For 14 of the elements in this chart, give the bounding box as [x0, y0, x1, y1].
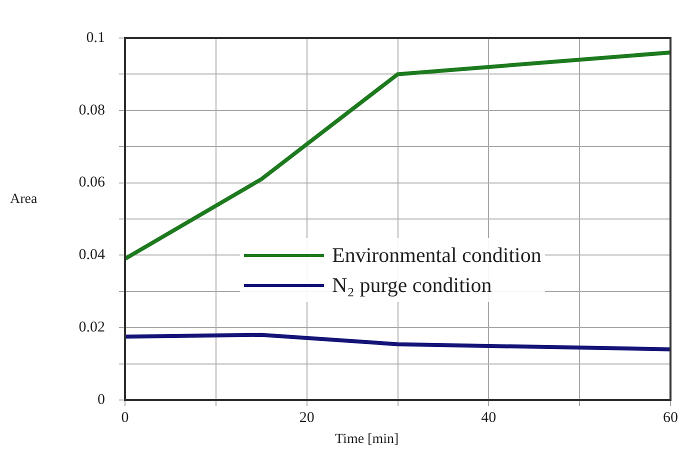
x-tick-label: 40	[481, 410, 496, 426]
legend-label: N₂ purge condition	[332, 272, 492, 298]
x-tick-label: 0	[121, 410, 129, 426]
x-tick-label: 60	[663, 410, 678, 426]
y-axis-title: Area	[10, 192, 38, 208]
x-axis-title: Time [min]	[335, 432, 399, 448]
y-tick-label: 0.1	[86, 30, 105, 46]
y-tick-label: 0.06	[78, 174, 106, 191]
x-tick-label: 20	[299, 410, 314, 426]
legend-label: Environmental condition	[332, 242, 542, 268]
y-tick-label: 0.04	[78, 247, 106, 264]
y-tick-label: 0.02	[78, 320, 105, 336]
y-tick-label: 0.08	[78, 102, 105, 118]
y-tick-label: 0	[98, 392, 105, 408]
